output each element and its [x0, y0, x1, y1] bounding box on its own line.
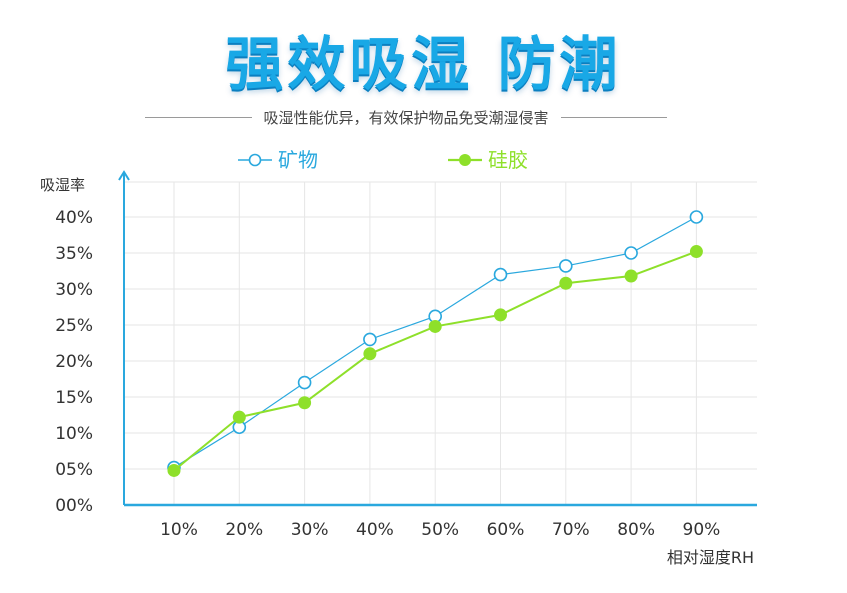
legend-marker: [459, 154, 471, 166]
y-axis-arrow-icon: [118, 170, 130, 181]
subtitle-rule-right: [560, 116, 668, 118]
chart-legend: 矿物 硅胶: [238, 148, 528, 172]
y-axis-label: 吸湿率: [40, 176, 85, 194]
legend-item-2: 硅胶: [448, 148, 528, 172]
data-point: [494, 308, 507, 322]
chart-series: [167, 210, 704, 477]
x-tick-label: 30%: [291, 520, 329, 540]
y-tick-label: 40%: [55, 208, 93, 228]
data-point: [689, 210, 704, 224]
data-point: [363, 347, 377, 361]
data-point: [298, 396, 312, 410]
chart-axes: [118, 170, 757, 507]
data-point: [493, 267, 508, 282]
y-tick-label: 10%: [55, 424, 93, 444]
y-tick-label: 15%: [55, 388, 93, 408]
data-point: [297, 375, 312, 390]
chart-grid: [124, 181, 757, 505]
data-point: [559, 276, 573, 290]
data-point: [363, 332, 377, 347]
x-tick-label: 90%: [683, 520, 721, 540]
x-tick-label: 70%: [552, 520, 590, 540]
data-point: [689, 245, 703, 259]
legend-label: 硅胶: [488, 148, 528, 172]
y-tick-label: 35%: [55, 244, 93, 264]
x-tick-label: 50%: [421, 520, 459, 540]
x-tick-label: 10%: [160, 520, 198, 540]
subtitle-rule-left: [145, 116, 252, 118]
legend-label: 矿物: [278, 148, 318, 172]
chart-tick-labels: 00% 05% 10% 15% 20% 25% 30% 35% 40% 10% 20% 30% 40% 5…: [55, 208, 720, 540]
y-tick-label: 30%: [55, 280, 93, 300]
data-point: [232, 410, 246, 424]
data-point: [558, 259, 573, 273]
x-tick-label: 40%: [356, 520, 394, 540]
x-tick-label: 20%: [225, 520, 263, 540]
x-tick-label: 80%: [617, 520, 655, 540]
subtitle-row: 吸湿性能优异，有效保护物品免受潮湿侵害: [145, 104, 668, 130]
y-tick-label: 00%: [55, 496, 93, 516]
page-title: 强效吸湿 防潮: [225, 30, 622, 98]
data-point: [624, 246, 638, 260]
y-tick-label: 20%: [55, 352, 93, 372]
x-tick-label: 60%: [487, 520, 525, 540]
subtitle: 吸湿性能优异，有效保护物品免受潮湿侵害: [263, 108, 549, 127]
y-tick-label: 05%: [55, 460, 93, 480]
legend-item-1: 矿物: [238, 148, 318, 172]
data-point: [428, 319, 442, 333]
x-axis-label: 相对湿度RH: [667, 548, 754, 567]
data-point: [167, 463, 181, 477]
data-point: [624, 269, 638, 283]
y-tick-label: 25%: [55, 316, 93, 336]
legend-marker: [248, 153, 262, 167]
